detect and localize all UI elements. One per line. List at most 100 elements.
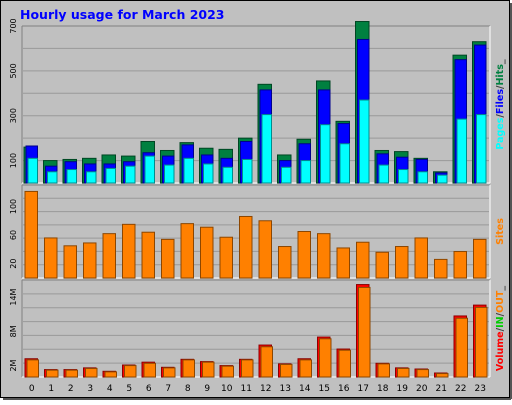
sites-legend: Sites [495,218,506,245]
xaxis-label-23: 23 [475,384,486,394]
volume-bar-out-14 [299,359,312,378]
xaxis-label-1: 1 [48,384,54,394]
hits-files-pages-bar-pages-18 [378,164,389,184]
sites-bar-sites-21 [434,258,448,279]
volume-bar-out-12 [260,346,273,378]
volume-legend-part: OUT [495,290,506,313]
hits-files-pages-ytick-label: 300 [9,108,18,123]
volume-bar-out-7 [163,367,176,378]
hits-files-pages-bar-pages-4 [105,167,116,184]
hits-files-pages-bar-pages-6 [144,155,155,184]
volume-ytick-label: 14M [9,288,18,305]
volume-bar-out-8 [182,359,195,378]
sites-bar-sites-2 [63,245,77,279]
volume-bar-out-11 [241,359,254,378]
hits-files-pages-bar-pages-15 [320,124,331,184]
volume-bar-out-3 [85,367,98,378]
sites-bar-sites-8 [180,223,194,279]
hits-files-pages-legend-part: / [495,85,506,89]
volume-bar-out-16 [338,349,351,378]
volume-legend-part: / [495,312,506,316]
volume-legend: Volume/IN/OUT_ [495,286,506,371]
volume-legend-part: Volume [495,331,506,371]
sites-bar-sites-10 [219,236,233,279]
sites-ytick-label: 100 [9,199,18,214]
hits-files-pages-bar-pages-14 [300,160,311,184]
hits-files-pages-ytick-label: 100 [9,153,18,168]
xaxis-label-14: 14 [299,384,311,394]
volume-bar-out-15 [319,338,332,378]
volume-bar-out-1 [46,369,59,378]
sites-plot-area [22,185,490,278]
sites-bar-sites-11 [239,215,253,279]
hits-files-pages-legend-part: Pages [495,117,506,149]
volume-ytick-label: 2M [9,359,18,371]
hits-files-pages-bar-pages-9 [203,163,214,184]
hits-files-pages-legend-part: Files [495,89,506,114]
hits-files-pages-bar-pages-12 [261,114,272,184]
hits-files-pages-legend: Pages/Files/Hits_ [495,59,506,150]
hits-files-pages-plot-area [22,26,490,183]
volume-bar-out-22 [455,317,468,378]
sites-bar-sites-7 [161,238,175,279]
xaxis-label-12: 12 [260,384,271,394]
hits-files-pages-legend-part: Hits [495,64,506,86]
sites-bar-sites-1 [44,237,58,279]
xaxis-label-21: 21 [436,384,447,394]
xaxis-label-6: 6 [146,384,152,394]
hits-files-pages-bar-pages-19 [398,169,409,184]
sites-bar-sites-20 [414,237,428,279]
xaxis-label-15: 15 [319,384,330,394]
sites-bar-sites-17 [356,241,370,279]
volume-bar-out-13 [280,363,293,378]
sites-bar-sites-16 [336,247,350,279]
xaxis-label-11: 11 [241,384,252,394]
hits-files-pages-bar-pages-8 [183,157,194,184]
sites-bar-sites-18 [375,251,389,279]
hits-files-pages-bar-pages-20 [417,171,428,184]
sites-bar-sites-14 [297,231,311,279]
sites-bar-sites-6 [141,231,155,279]
xaxis-label-10: 10 [221,384,233,394]
xaxis-label-19: 19 [397,384,409,394]
xaxis-label-17: 17 [358,384,369,394]
hits-files-pages-bar-pages-5 [125,165,136,184]
volume-bar-out-0 [26,359,39,378]
xaxis-label-4: 4 [107,384,113,394]
sites-ytick-label: 60 [9,230,18,240]
volume-bar-out-2 [65,369,78,378]
sites-bar-sites-0 [24,190,38,279]
volume-bar-out-20 [416,369,429,378]
volume-plot-area [22,280,490,377]
volume-bar-out-6 [143,362,156,378]
volume-bar-out-9 [202,361,215,378]
hits-files-pages-ytick-label: 700 [9,18,18,33]
sites-bar-sites-12 [258,220,272,279]
xaxis-label-16: 16 [338,384,350,394]
hits-files-pages-bar-pages-10 [222,166,233,184]
hits-files-pages-legend-part: / [495,114,506,118]
xaxis-label-22: 22 [455,384,466,394]
xaxis-label-3: 3 [87,384,93,394]
hits-files-pages-bar-pages-16 [339,143,350,184]
xaxis-label-18: 18 [377,384,389,394]
xaxis-label-5: 5 [126,384,132,394]
xaxis-label-2: 2 [68,384,74,394]
hits-files-pages-bar-pages-13 [281,166,292,184]
chart-title: Hourly usage for March 2023 [20,7,224,22]
hits-files-pages-bar-pages-21 [437,174,448,184]
volume-bar-out-10 [221,365,234,378]
hits-files-pages-bar-pages-22 [456,118,467,184]
xaxis-label-9: 9 [204,384,210,394]
sites-bar-sites-9 [200,226,214,279]
sites-bar-sites-5 [122,223,136,279]
hits-files-pages-legend-part: _ [495,59,506,64]
volume-bar-out-23 [475,306,488,378]
hits-files-pages-ytick-label: 500 [9,63,18,78]
hits-files-pages-bar-pages-11 [242,158,253,184]
volume-bar-out-5 [124,365,137,378]
volume-legend-part: IN [495,316,506,328]
hits-files-pages-bar-pages-0 [27,157,38,184]
volume-legend-part: / [495,327,506,331]
